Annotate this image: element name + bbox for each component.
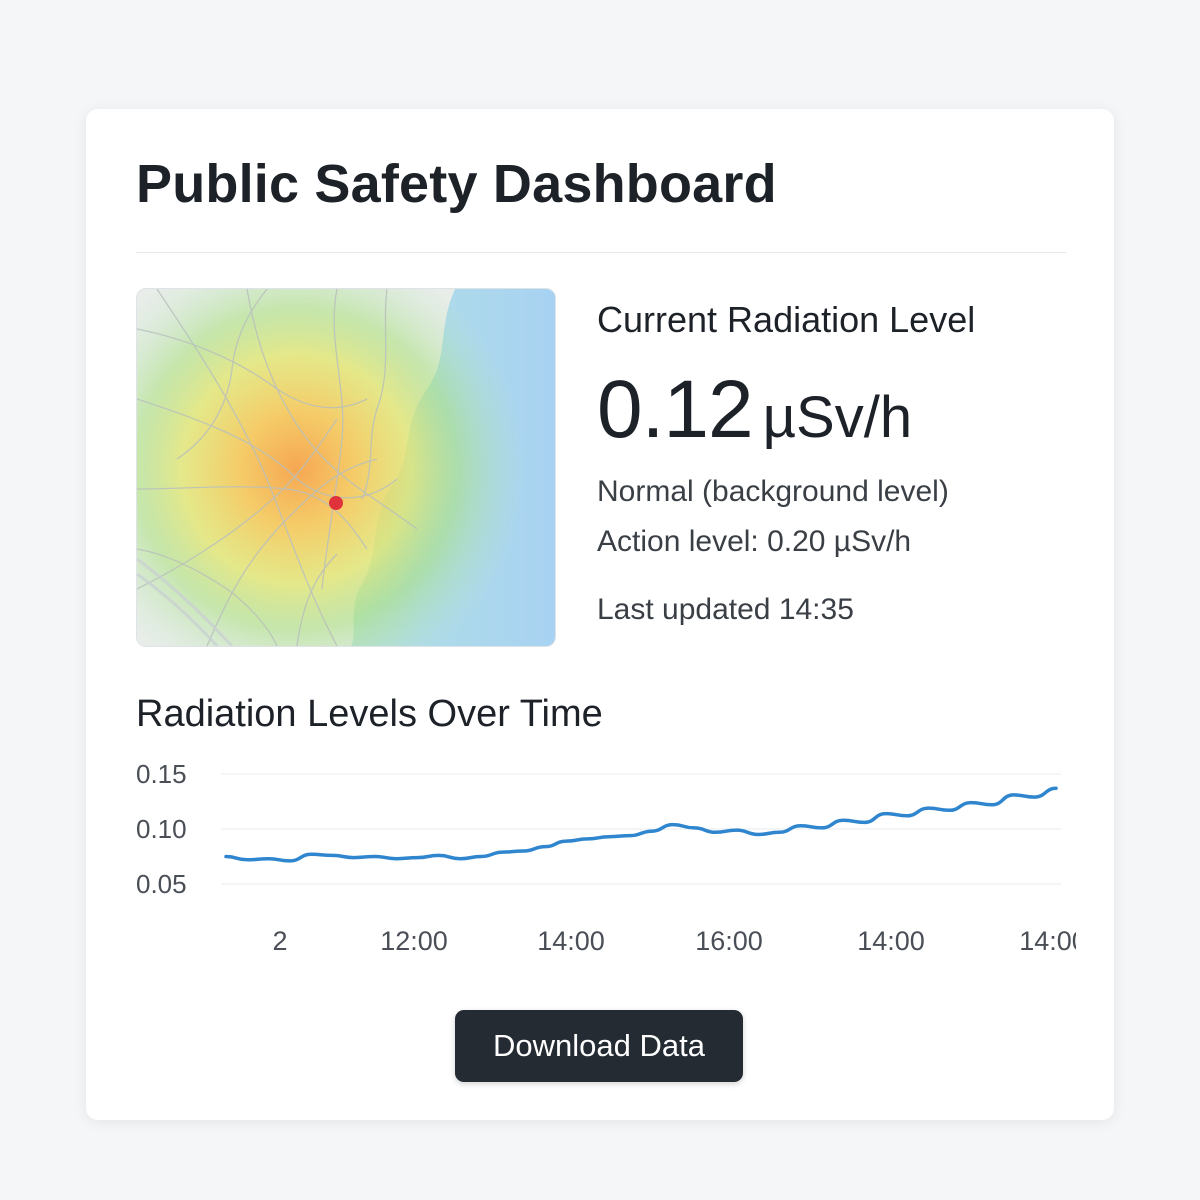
chart-title: Radiation Levels Over Time (136, 693, 603, 735)
road-network (137, 289, 418, 646)
y-tick-label: 0.05 (136, 869, 187, 899)
radiation-value: 0.12 (597, 364, 754, 455)
current-reading: 0.12 µSv/h (597, 363, 912, 457)
x-tick-label: 14:00 (1019, 926, 1076, 956)
x-tick-label: 14:00 (537, 926, 605, 956)
title-divider (136, 252, 1066, 253)
download-data-button[interactable]: Download Data (455, 1010, 743, 1082)
sensor-marker (329, 496, 343, 510)
y-tick-label: 0.15 (136, 759, 187, 789)
x-tick-label: 2 (272, 926, 287, 956)
radiation-unit: µSv/h (762, 385, 913, 450)
last-updated-text: Last updated 14:35 (597, 593, 854, 626)
action-level-text: Action level: 0.20 µSv/h (597, 525, 912, 558)
x-tick-label: 12:00 (380, 926, 448, 956)
heat-overlay (137, 289, 555, 646)
radiation-heatmap[interactable] (136, 288, 556, 647)
current-level-heading: Current Radiation Level (597, 299, 976, 340)
x-tick-label: 16:00 (695, 926, 763, 956)
dashboard-card: Public Safety Dashboard (86, 109, 1114, 1120)
series-line (224, 786, 1058, 863)
x-tick-label: 14:00 (857, 926, 925, 956)
y-tick-label: 0.10 (136, 814, 187, 844)
status-text: Normal (background level) (597, 475, 949, 508)
map-canvas (137, 289, 555, 646)
rail-line (137, 557, 234, 646)
radiation-line-chart: 0.15 0.10 0.05 2 12:00 14:00 16:00 14:00 14:00 (136, 759, 1076, 956)
page-title: Public Safety Dashboard (136, 154, 777, 214)
